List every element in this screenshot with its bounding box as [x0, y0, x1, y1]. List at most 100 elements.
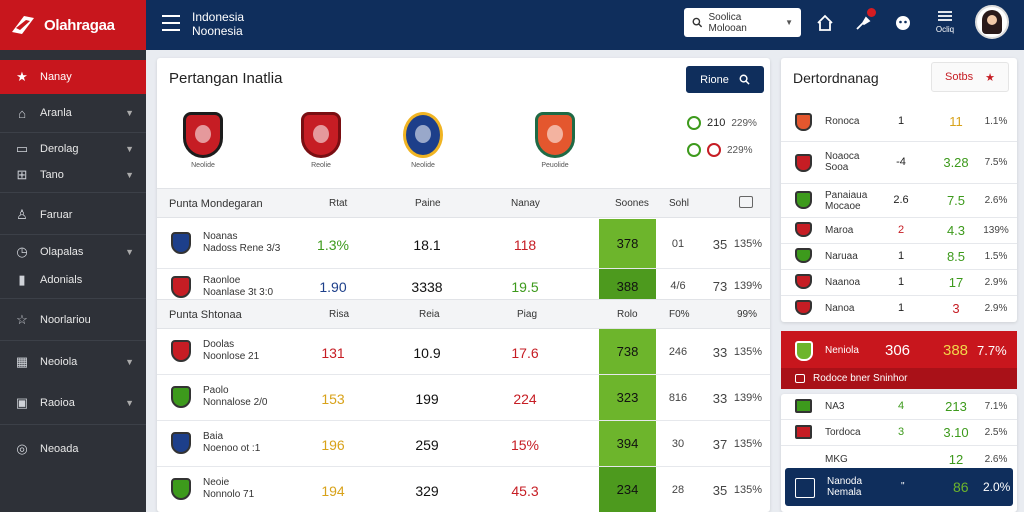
- sidebar-item-adonials[interactable]: ▮ Adonials: [0, 263, 146, 297]
- odds-cell: 45.3: [511, 483, 539, 499]
- column-header: Rtat: [329, 198, 348, 209]
- chevron-down-icon: ▼: [125, 108, 134, 118]
- star-outline-icon: ☆: [16, 312, 28, 327]
- standings-points: 3: [952, 301, 960, 316]
- region-line-1: Indonesia: [192, 10, 245, 24]
- messages-icon[interactable]: [892, 12, 914, 34]
- sidebar-item-nanay[interactable]: ★ Nanay: [0, 60, 146, 94]
- sidebar-item-neoiola[interactable]: ▦ Neoiola ▼: [0, 345, 146, 379]
- column-header: Piag: [517, 309, 538, 320]
- selected-team-bar[interactable]: Nanoda Nemala " 86 2.0%: [785, 468, 1013, 506]
- standings-row[interactable]: Naanoa 1 17 2.9%: [781, 270, 1017, 296]
- standings-row[interactable]: Ronoca 1 11 1.1%: [781, 102, 1017, 142]
- table-row[interactable]: Paolo Nonnalose 2/0 153 199 224 323 816 3…: [157, 375, 770, 421]
- notifications-icon[interactable]: [852, 8, 876, 34]
- table-row[interactable]: Baia Noenoo ot :1 196 259 15% 394 30 37 1…: [157, 421, 770, 467]
- standings-value: 1: [897, 302, 905, 314]
- team-crest[interactable]: Peuolide: [531, 112, 579, 169]
- menu-icon[interactable]: [162, 15, 180, 31]
- home-icon[interactable]: [814, 12, 836, 34]
- featured-team[interactable]: Neniola 306 388 7.7% Rodoce bner Sninhor: [781, 331, 1017, 389]
- monitor-icon: ▭: [15, 141, 29, 156]
- standings-row[interactable]: NA3 4 213 7.1%: [781, 394, 1017, 420]
- standings-row[interactable]: Tordoca 3 3.10 2.5%: [781, 420, 1017, 446]
- team-name: Doolas Noonlose 21: [203, 339, 260, 362]
- standings-row[interactable]: Naruaa 1 8.5 1.5%: [781, 244, 1017, 270]
- sidebar-item-noorlariou[interactable]: ☆ Noorlariou: [0, 303, 146, 337]
- standings-row[interactable]: MKG 12 2.6%: [781, 446, 1017, 470]
- star-icon: ★: [16, 69, 28, 84]
- stat-cell: 135%: [733, 346, 763, 358]
- grid-icon: ⊞: [16, 167, 28, 182]
- standings-row[interactable]: Panaiaua Mocaoe 2.6 7.5 2.6%: [781, 184, 1017, 218]
- standings-pct: 2.6%: [984, 454, 1008, 465]
- stat-cell: 4/6: [670, 280, 686, 292]
- team-name: Paolo Nonnalose 2/0: [203, 385, 268, 408]
- team-crest[interactable]: Neolide: [399, 112, 447, 169]
- rione-button[interactable]: Rione: [686, 66, 764, 93]
- stat-cell: 73: [712, 279, 728, 294]
- odds-value: 210: [707, 117, 726, 129]
- search-label: Soolica Molooan: [708, 11, 747, 34]
- chevron-down-icon: ▼: [125, 144, 134, 154]
- sidebar-item-label: Raoioa: [40, 397, 75, 409]
- standings-points: 3.28: [943, 155, 969, 170]
- selected-team-pct: 2.0%: [983, 480, 1011, 494]
- highlight-cell[interactable]: 738: [599, 329, 656, 374]
- page-title: Pertangan Inatlia: [169, 70, 283, 87]
- sidebar-item-neoada[interactable]: ◎ Neoada: [0, 432, 146, 466]
- stat-cell: 33: [712, 391, 728, 406]
- region-label: Indonesia Noonesia: [192, 10, 244, 38]
- avatar[interactable]: [975, 5, 1009, 39]
- table-row[interactable]: Noanas Nadoss Rene 3/3 1.3% 18.1 118 378 …: [157, 219, 770, 269]
- odds-cell: 1.90: [319, 279, 347, 295]
- stat-cell: 135%: [733, 238, 763, 250]
- standings-row[interactable]: Maroa 2 4.3 139%: [781, 218, 1017, 244]
- highlight-cell[interactable]: 323: [599, 375, 656, 420]
- team-name: Naanoa: [825, 277, 861, 288]
- team-name: Tordoca: [825, 427, 861, 438]
- standings-points: 7.5: [946, 193, 966, 208]
- stat-cell: 37: [712, 437, 728, 452]
- team-crest[interactable]: Neolide: [179, 112, 227, 169]
- sidebar-item-derolag[interactable]: ▭ Derolag ▼: [0, 132, 146, 166]
- standings-row[interactable]: Nanoa 1 3 2.9%: [781, 296, 1017, 322]
- standings-pct: 7.5%: [984, 157, 1008, 168]
- sidebar-item-tano[interactable]: ⊞ Tano ▼: [0, 158, 146, 192]
- team-icon: [795, 222, 812, 237]
- standings-value: 1: [897, 250, 905, 262]
- highlight-cell[interactable]: 394: [599, 421, 656, 466]
- group-header: Punta Mondegaran Rtat Paine Nanay Soones…: [157, 188, 770, 218]
- standings-points: 4.3: [946, 223, 966, 238]
- sidebar-item-raoioa[interactable]: ▣ Raoioa ▼: [0, 386, 146, 420]
- sidebar-item-faruar[interactable]: ♙ Faruar: [0, 198, 146, 232]
- team-crest[interactable]: Reolie: [297, 112, 345, 169]
- table-row[interactable]: Neoie Nonnolo 71 194 329 45.3 234 28 35 1…: [157, 467, 770, 512]
- highlight-cell[interactable]: 388: [599, 269, 656, 303]
- standings-pct: 2.6%: [984, 195, 1008, 206]
- team-crest-caption: Reolie: [311, 162, 331, 169]
- selected-team-points: 86: [953, 479, 969, 495]
- language-switch[interactable]: Ocliq: [932, 10, 958, 35]
- sidebar-item-olapalas[interactable]: ◷ Olapalas ▼: [0, 235, 146, 269]
- chart-icon: ▮: [18, 272, 26, 287]
- table-row[interactable]: Doolas Noonlose 21 131 10.9 17.6 738 246 …: [157, 329, 770, 375]
- highlight-cell[interactable]: 378: [599, 219, 656, 268]
- stat-cell: 01: [671, 238, 685, 250]
- team-icon: [795, 341, 813, 361]
- column-header: Reia: [419, 309, 440, 320]
- brand-block[interactable]: Olahragaa: [0, 0, 146, 50]
- sidebar-item-label: Derolag: [40, 143, 79, 155]
- sidebar-item-aranla[interactable]: ⌂ Aranla ▼: [0, 96, 146, 130]
- home-icon: ⌂: [18, 105, 26, 121]
- odds-cell: 3338: [411, 279, 443, 295]
- highlight-cell[interactable]: 234: [599, 467, 656, 512]
- search-dropdown[interactable]: Soolica Molooan ▼: [684, 8, 801, 37]
- team-icon: [795, 154, 812, 172]
- team-crest-icon: [301, 112, 341, 158]
- standings-row[interactable]: Noaoca Sooa -4 3.28 7.5%: [781, 142, 1017, 184]
- team-name: Panaiaua Mocaoe: [825, 190, 868, 212]
- sotbs-button[interactable]: Sotbs ★: [931, 62, 1009, 92]
- expand-icon[interactable]: [739, 196, 753, 208]
- team-icon: [795, 113, 812, 131]
